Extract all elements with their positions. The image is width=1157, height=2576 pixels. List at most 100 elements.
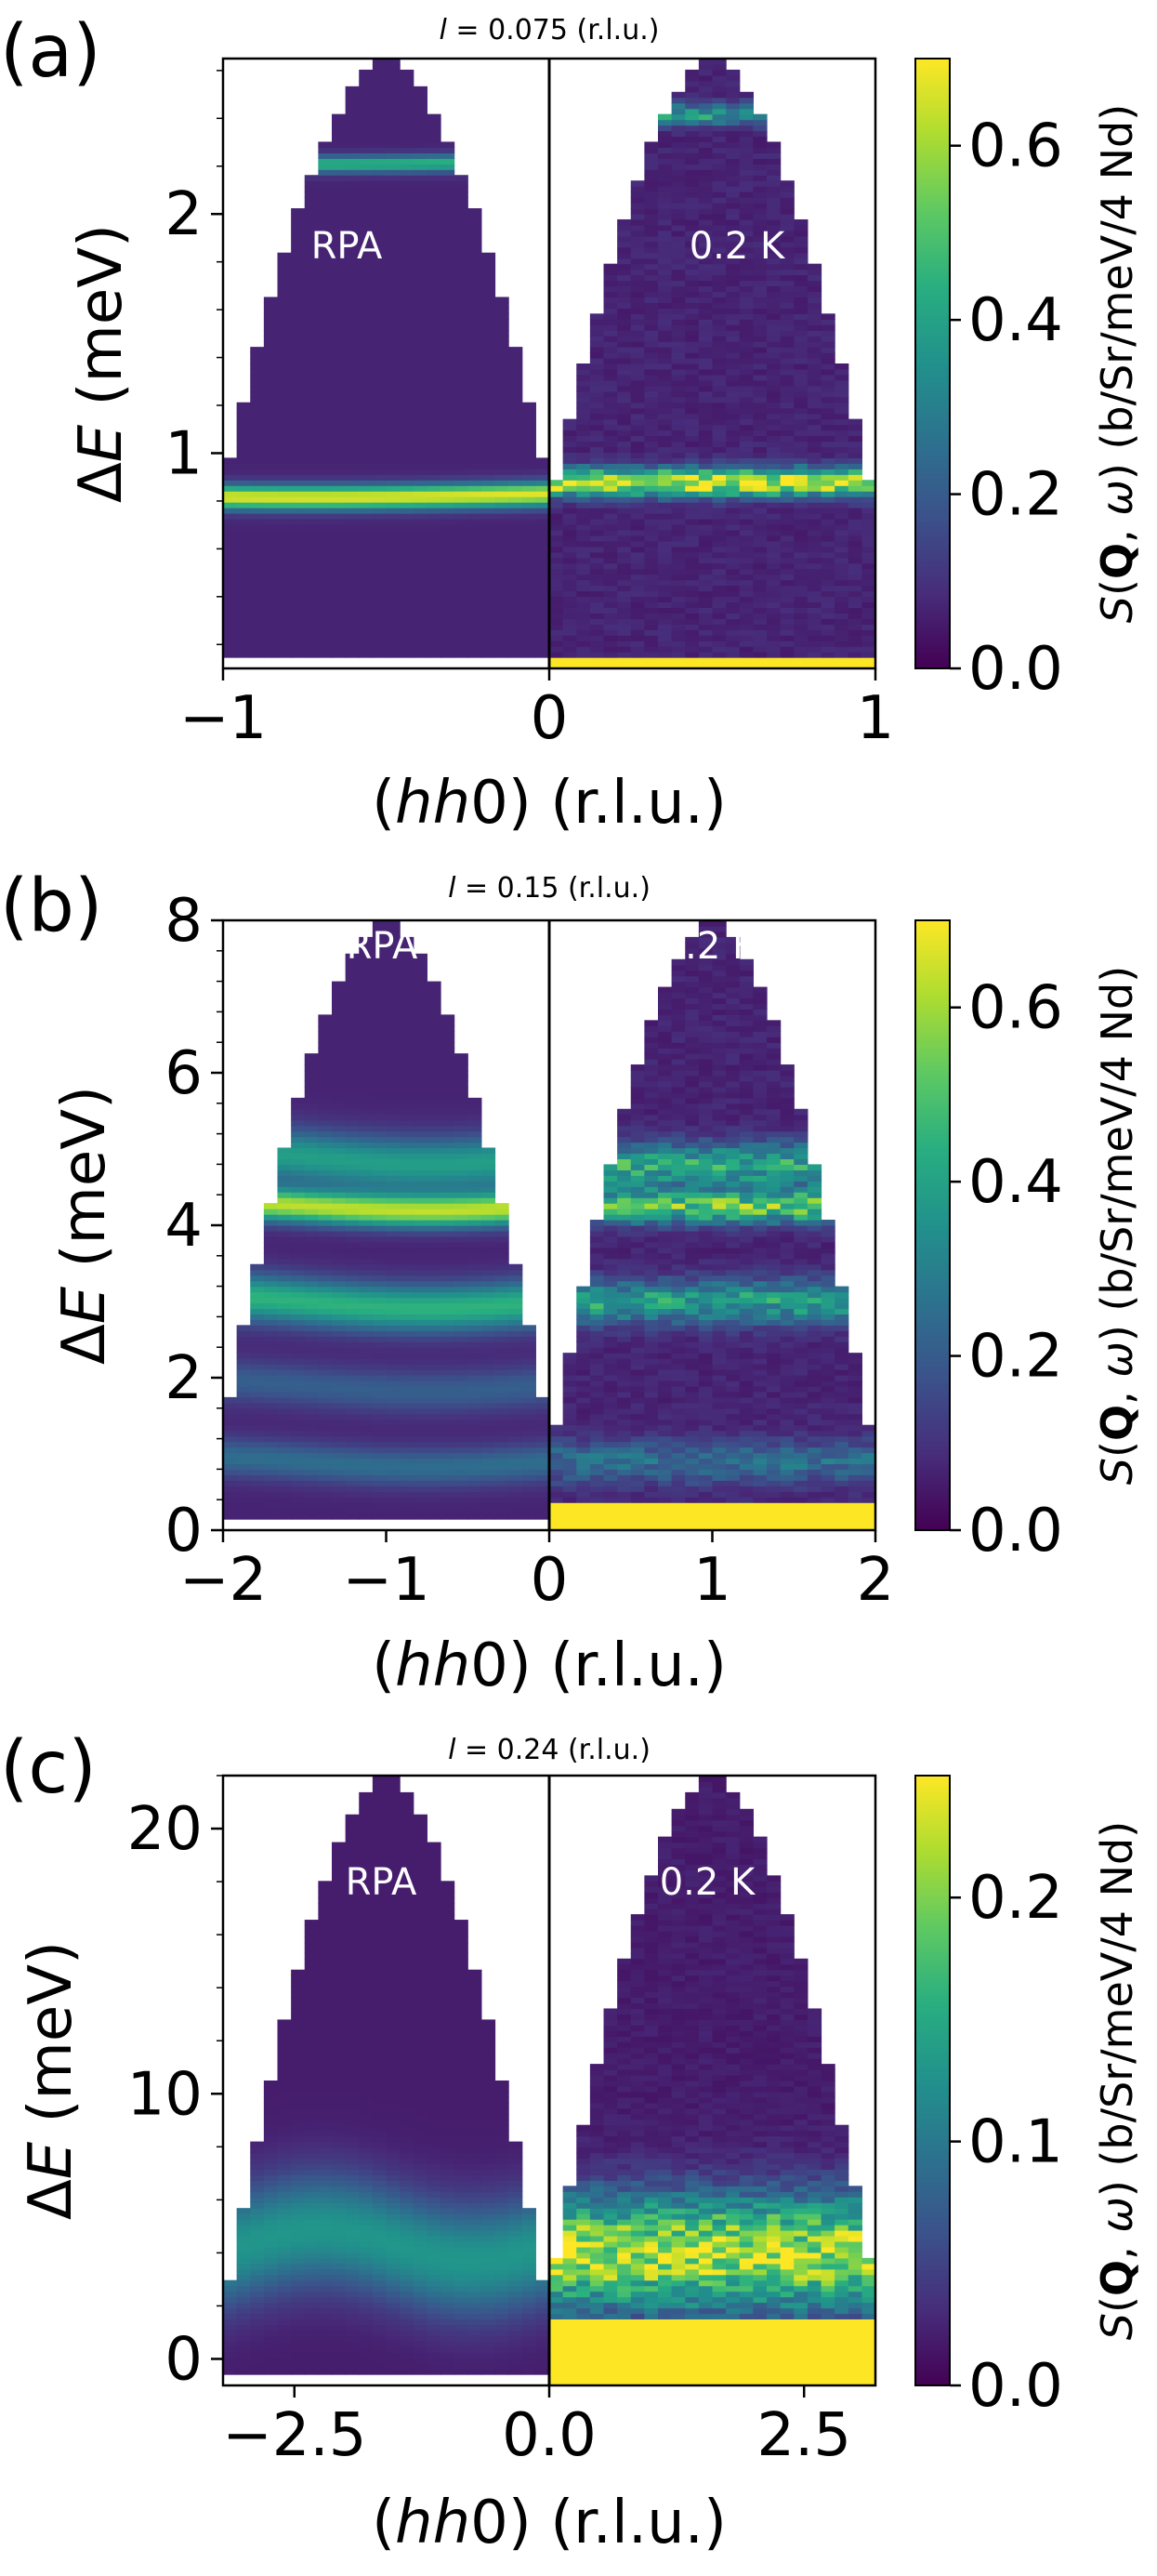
heatmap-cell [780, 579, 795, 587]
heatmap-cell [318, 141, 333, 149]
heatmap-cell [685, 480, 700, 486]
heatmap-cell [345, 385, 360, 392]
heatmap-cell [739, 508, 754, 514]
heatmap-cell [753, 396, 768, 403]
heatmap-cell [427, 246, 441, 254]
heatmap-cell [835, 613, 849, 619]
heatmap-cell [494, 601, 509, 608]
heatmap-cell [685, 418, 700, 426]
heatmap-cell [318, 1053, 333, 1060]
heatmap-cell [345, 1396, 360, 1404]
heatmap-cell [644, 269, 659, 276]
heatmap-cell [400, 1280, 414, 1288]
heatmap-cell [332, 518, 347, 525]
heatmap-cell [807, 396, 822, 403]
heatmap-cell [562, 424, 577, 431]
heatmap-cell [861, 502, 876, 509]
heatmap-cell [332, 213, 347, 220]
heatmap-cell [753, 485, 768, 492]
heatmap-cell [726, 407, 741, 415]
heatmap-cell [794, 313, 809, 320]
heatmap-cell [589, 529, 605, 536]
heatmap-cell [549, 607, 564, 614]
heatmap-cell [263, 429, 279, 437]
heatmap-cell [332, 1186, 347, 1193]
heatmap-cell [603, 652, 618, 658]
heatmap-cell [794, 629, 809, 636]
heatmap-cell [739, 197, 754, 204]
heatmap-cell [372, 540, 388, 548]
heatmap-cell [753, 241, 768, 248]
heatmap-cell [780, 618, 795, 625]
heatmap-cell [603, 491, 618, 497]
heatmap-cell [372, 1502, 388, 1509]
heatmap-cell [440, 502, 455, 509]
heatmap-cell [617, 218, 632, 226]
heatmap-cell [698, 568, 714, 575]
heatmap-cell [386, 491, 401, 497]
heatmap-cell [250, 568, 265, 575]
heatmap-cell [753, 607, 768, 614]
heatmap-cell [589, 491, 605, 497]
heatmap-cell [372, 585, 388, 592]
heatmap-cell [386, 1130, 401, 1138]
heatmap-cell [535, 646, 550, 653]
heatmap-cell [263, 368, 279, 376]
heatmap-cell [603, 358, 618, 364]
heatmap-cell [685, 291, 700, 298]
heatmap-cell [726, 513, 741, 520]
heatmap-cell [549, 596, 564, 603]
colorbar-label: S(Q, ω) (b/Sr/meV/4 Nd) [1092, 104, 1142, 623]
heatmap-cell [617, 407, 632, 415]
heatmap-cell [467, 330, 482, 337]
heatmap-cell [440, 280, 455, 287]
heatmap-cell [400, 1091, 414, 1099]
heatmap-cell [698, 258, 714, 265]
heatmap-cell [372, 1330, 388, 1337]
heatmap-cell [386, 418, 401, 426]
heatmap-cell [277, 324, 292, 331]
heatmap-cell [685, 379, 700, 387]
heatmap-cell [291, 1325, 306, 1331]
heatmap-cell [250, 502, 265, 509]
heatmap-cell [359, 546, 374, 553]
heatmap-cell [386, 992, 401, 999]
heatmap-cell [400, 502, 414, 509]
heatmap-cell [291, 529, 306, 536]
heatmap-cell [821, 336, 835, 342]
heatmap-cell [480, 624, 496, 630]
heatmap-cell [698, 164, 714, 170]
heatmap-cell [400, 942, 414, 949]
heatmap-cell [480, 463, 496, 469]
heatmap-cell [291, 1396, 306, 1404]
heatmap-cell [345, 363, 360, 370]
heatmap-cell [304, 457, 319, 464]
heatmap-cell [454, 613, 468, 619]
heatmap-cell [277, 508, 292, 514]
heatmap-cell [712, 63, 727, 71]
heatmap-cell [304, 180, 319, 187]
heatmap-cell [753, 113, 768, 121]
heatmap-cell [671, 97, 686, 104]
heatmap-cell [400, 474, 414, 481]
heatmap-cell [400, 1164, 414, 1170]
heatmap-cell [780, 646, 795, 653]
heatmap-cell [372, 513, 388, 520]
heatmap-cell [332, 452, 347, 458]
heatmap-cell [413, 413, 427, 420]
heatmap-cell [400, 175, 414, 181]
heatmap-cell [332, 269, 347, 276]
heatmap-cell [658, 192, 673, 198]
heatmap-cell [685, 601, 700, 608]
heatmap-cell [848, 491, 862, 497]
heatmap-cell [698, 491, 714, 497]
heatmap-cell [277, 285, 292, 293]
heatmap-cell [739, 546, 754, 553]
heatmap-cell [767, 424, 782, 431]
heatmap-cell [318, 491, 333, 497]
heatmap-cell [318, 164, 333, 170]
heatmap-cell [535, 613, 550, 619]
heatmap-cell [427, 141, 441, 149]
heatmap-cell [236, 513, 251, 520]
heatmap-cell [508, 396, 523, 403]
